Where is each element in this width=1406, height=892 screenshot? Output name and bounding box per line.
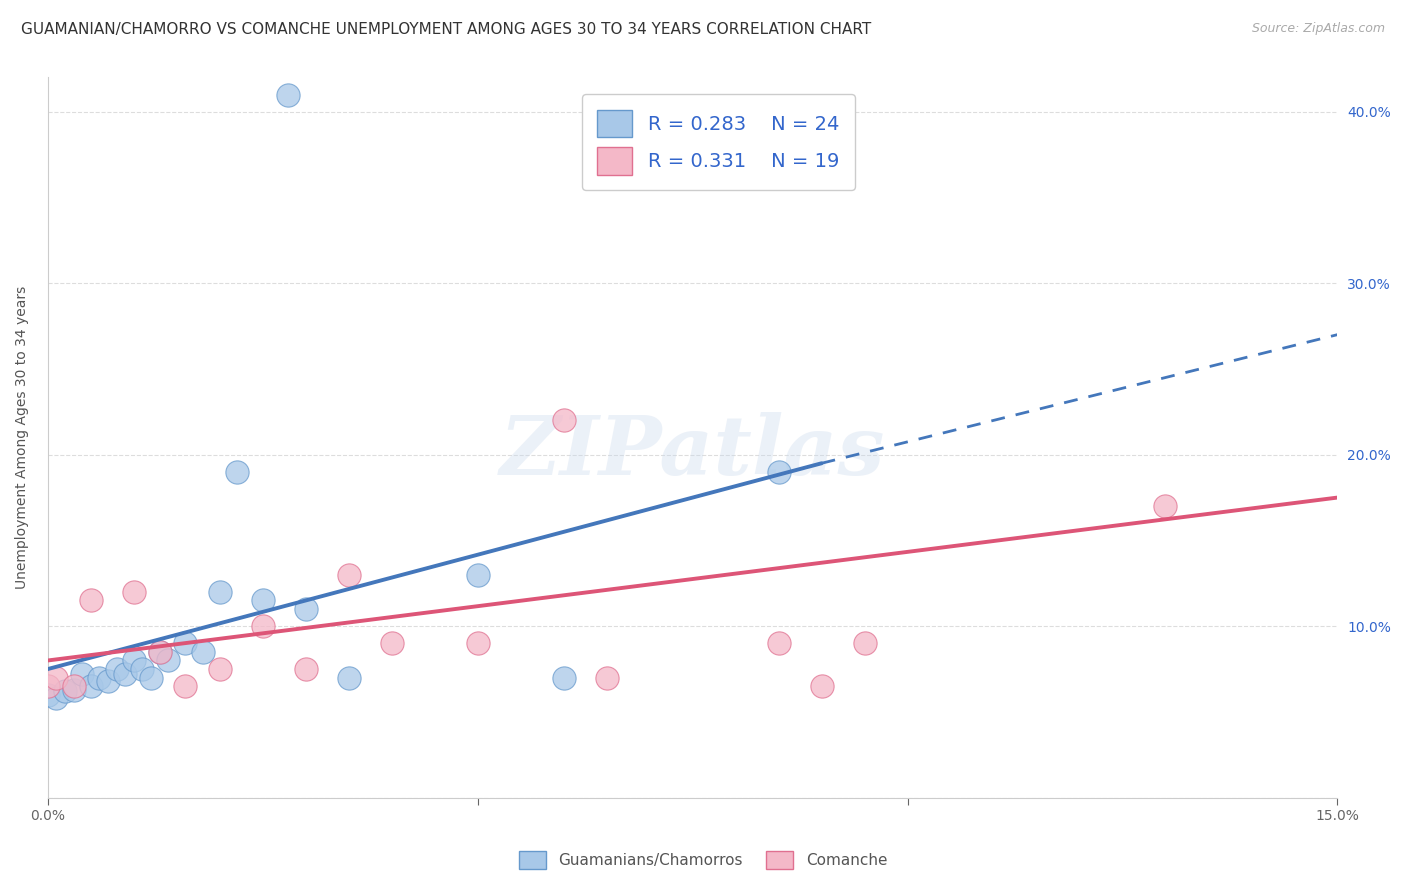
Point	[174, 679, 197, 693]
Point	[191, 645, 214, 659]
Point	[467, 567, 489, 582]
Point	[337, 671, 360, 685]
Point	[131, 662, 153, 676]
Point	[62, 682, 84, 697]
Point	[768, 636, 790, 650]
Point	[62, 679, 84, 693]
Point	[157, 653, 180, 667]
Text: GUAMANIAN/CHAMORRO VS COMANCHE UNEMPLOYMENT AMONG AGES 30 TO 34 YEARS CORRELATIO: GUAMANIAN/CHAMORRO VS COMANCHE UNEMPLOYM…	[21, 22, 872, 37]
Point	[53, 684, 76, 698]
Text: Source: ZipAtlas.com: Source: ZipAtlas.com	[1251, 22, 1385, 36]
Point	[114, 667, 136, 681]
Point	[70, 667, 93, 681]
Point	[337, 567, 360, 582]
Point	[467, 636, 489, 650]
Point	[174, 636, 197, 650]
Point	[208, 585, 231, 599]
Point	[768, 465, 790, 479]
Point	[553, 413, 575, 427]
Point	[294, 662, 316, 676]
Point	[37, 679, 59, 693]
Legend: R = 0.283    N = 24, R = 0.331    N = 19: R = 0.283 N = 24, R = 0.331 N = 19	[582, 95, 855, 190]
Point	[294, 602, 316, 616]
Point	[122, 653, 145, 667]
Legend: Guamanians/Chamorros, Comanche: Guamanians/Chamorros, Comanche	[513, 845, 893, 875]
Point	[45, 671, 67, 685]
Point	[225, 465, 247, 479]
Point	[80, 679, 103, 693]
Point	[853, 636, 876, 650]
Point	[252, 619, 274, 633]
Text: ZIPatlas: ZIPatlas	[499, 412, 886, 492]
Point	[553, 671, 575, 685]
Y-axis label: Unemployment Among Ages 30 to 34 years: Unemployment Among Ages 30 to 34 years	[15, 286, 30, 590]
Point	[148, 645, 170, 659]
Point	[595, 671, 617, 685]
Point	[1154, 499, 1177, 513]
Point	[89, 671, 111, 685]
Point	[97, 674, 120, 689]
Point	[105, 662, 128, 676]
Point	[381, 636, 404, 650]
Point	[122, 585, 145, 599]
Point	[810, 679, 832, 693]
Point	[277, 87, 299, 102]
Point	[37, 688, 59, 702]
Point	[148, 645, 170, 659]
Point	[45, 691, 67, 706]
Point	[252, 593, 274, 607]
Point	[139, 671, 162, 685]
Point	[208, 662, 231, 676]
Point	[80, 593, 103, 607]
